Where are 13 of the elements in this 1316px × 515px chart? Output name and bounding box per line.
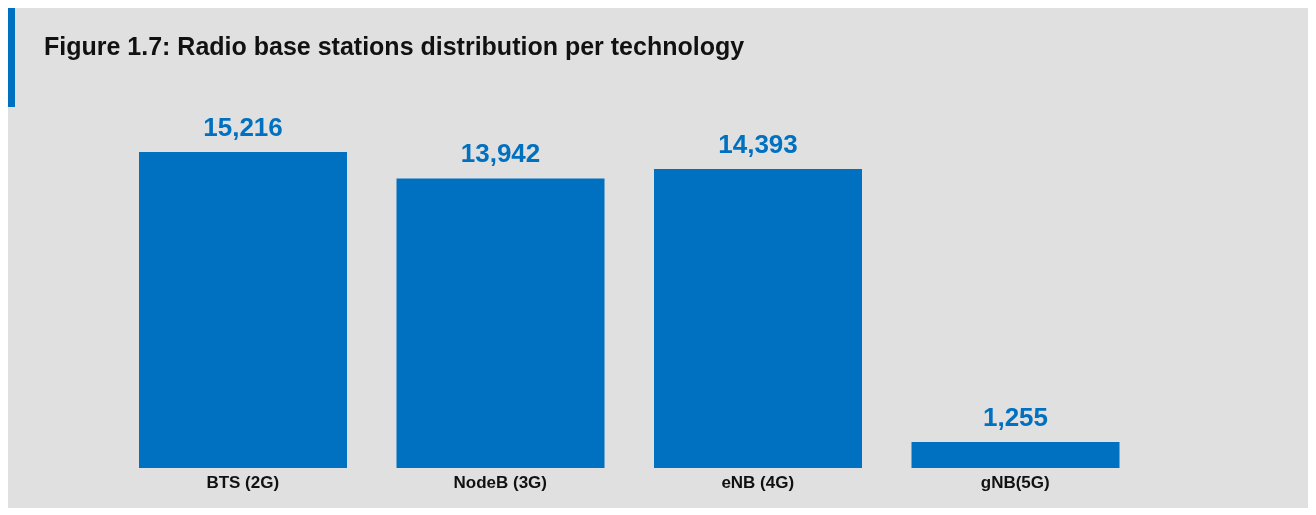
- bar: [654, 169, 862, 468]
- bar: [396, 178, 605, 468]
- x-tick-label: NodeB (3G): [453, 473, 547, 493]
- x-tick-label: BTS (2G): [206, 473, 280, 493]
- data-label: 14,393: [718, 129, 798, 160]
- x-tick-label: eNB (4G): [721, 473, 795, 493]
- chart-title: Figure 1.7: Radio base stations distribution per technology: [44, 32, 745, 61]
- data-label: 15,216: [203, 112, 283, 142]
- bar: [139, 152, 347, 468]
- bar: [911, 441, 1120, 468]
- data-label: 13,942: [460, 138, 541, 169]
- x-tick-label: gNB(5G): [980, 473, 1050, 493]
- data-label: 1,255: [982, 401, 1049, 432]
